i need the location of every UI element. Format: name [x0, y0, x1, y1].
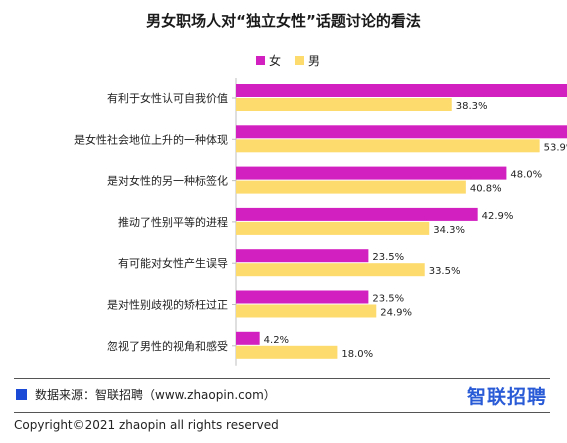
data-label: 24.9% [380, 308, 412, 319]
copyright-text: Copyright©2021 zhaopin all rights reserv… [14, 418, 279, 432]
category-label: 是对性别歧视的矫枉过正 [107, 298, 228, 312]
bar-male [236, 263, 425, 277]
source-marker-icon [16, 389, 27, 400]
data-label: 42.9% [482, 211, 514, 222]
bar-male [236, 139, 540, 153]
bar-female [236, 84, 567, 97]
bar-male [236, 345, 338, 359]
data-label: 23.5% [372, 294, 404, 305]
bar-female [236, 290, 369, 304]
legend-label-male: 男 [308, 54, 321, 68]
data-label: 23.5% [372, 252, 404, 263]
data-label: 40.8% [470, 184, 502, 195]
bar-chart: 有利于女性认可自我价值59.8%38.3%是女性社会地位上升的一种体现59.2%… [74, 78, 567, 366]
category-label: 忽视了男性的视角和感受 [107, 339, 228, 353]
chart-title: 男女职场人对“独立女性”话题讨论的看法 [146, 12, 421, 30]
footer-divider-top [14, 378, 550, 379]
legend-item-male: 男 [295, 52, 320, 69]
data-label: 53.9% [544, 142, 567, 153]
source-text: 数据来源：智联招聘（www.zhaopin.com） [35, 388, 276, 402]
category-label: 有可能对女性产生误导 [118, 256, 228, 270]
bar-female [236, 249, 369, 263]
bar-female [236, 125, 567, 139]
category-label: 是女性社会地位上升的一种体现 [74, 132, 228, 146]
legend-swatch-female [256, 56, 265, 65]
category-label: 推动了性别平等的进程 [118, 215, 228, 229]
bar-male [236, 180, 466, 194]
legend-label-female: 女 [269, 54, 282, 68]
bar-female [236, 331, 260, 345]
legend-item-female: 女 [256, 52, 281, 69]
bar-female [236, 207, 478, 221]
bar-male [236, 221, 430, 235]
data-label: 48.0% [510, 170, 542, 181]
legend: 女 男 [256, 52, 320, 69]
category-label: 是对女性的另一种标签化 [107, 174, 228, 188]
bar-female [236, 166, 507, 180]
legend-swatch-male [295, 56, 305, 65]
data-label: 38.3% [456, 101, 488, 112]
source-note: 数据来源：智联招聘（www.zhaopin.com） [16, 386, 276, 403]
data-label: 34.3% [433, 225, 465, 236]
data-label: 4.2% [264, 335, 289, 346]
data-label: 33.5% [429, 266, 461, 277]
bar-male [236, 304, 377, 318]
zhaopin-logo: 智联招聘 [466, 386, 547, 408]
data-label: 18.0% [341, 349, 373, 360]
category-label: 有利于女性认可自我价值 [107, 91, 228, 105]
bar-male [236, 98, 452, 111]
footer-divider-bottom [14, 412, 550, 413]
